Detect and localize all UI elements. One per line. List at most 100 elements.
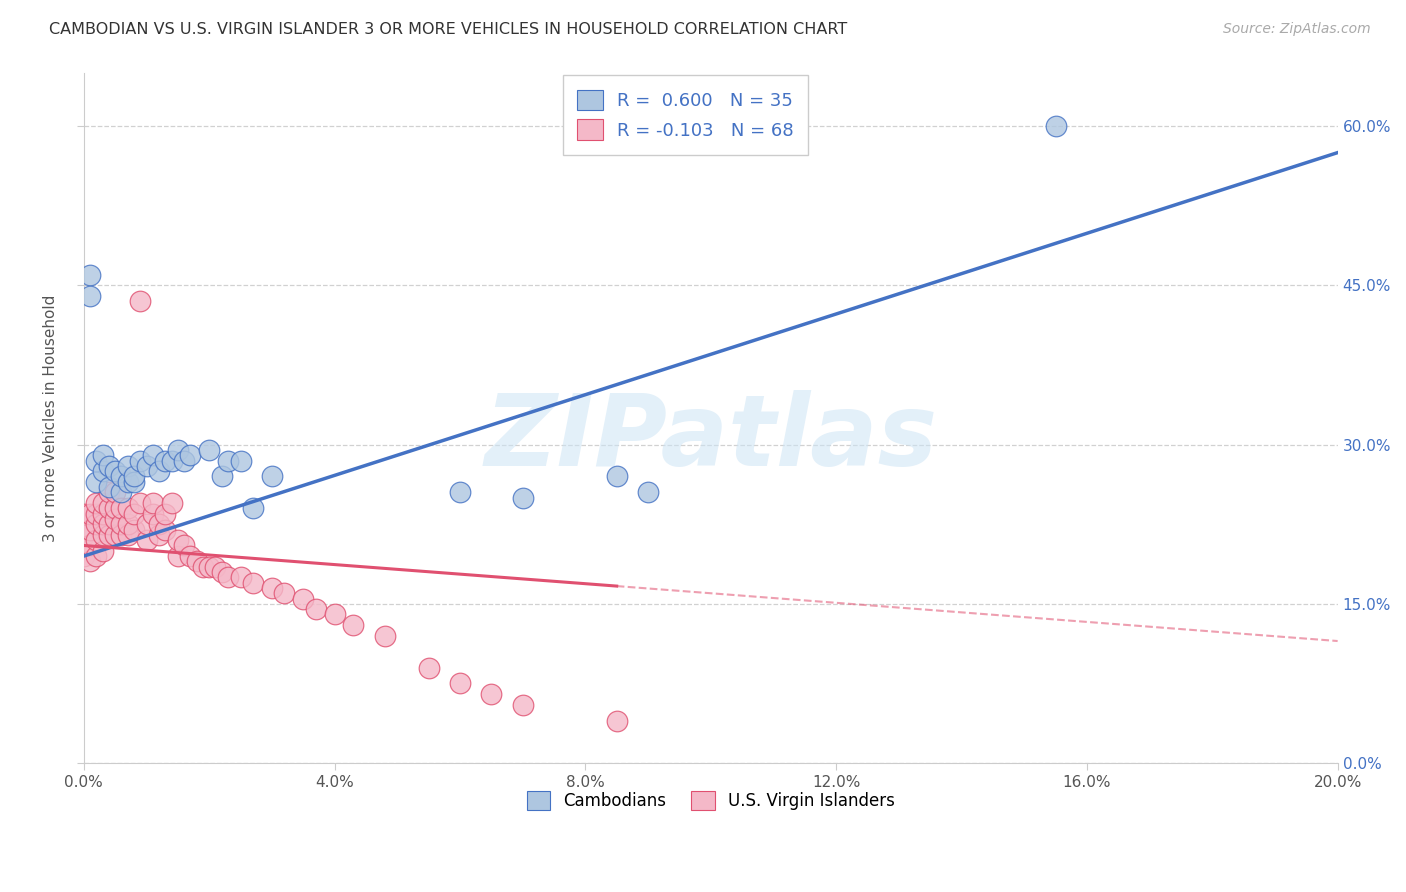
Point — [79, 539, 101, 553]
Point — [79, 554, 101, 568]
Point — [160, 453, 183, 467]
Point — [179, 549, 201, 563]
Point — [449, 485, 471, 500]
Point — [148, 464, 170, 478]
Legend: Cambodians, U.S. Virgin Islanders: Cambodians, U.S. Virgin Islanders — [513, 778, 908, 824]
Point — [73, 507, 96, 521]
Point — [79, 507, 101, 521]
Point — [479, 687, 502, 701]
Point — [173, 453, 195, 467]
Point — [198, 442, 221, 457]
Point — [129, 496, 152, 510]
Point — [374, 629, 396, 643]
Point — [512, 491, 534, 505]
Point — [179, 448, 201, 462]
Point — [97, 458, 120, 473]
Point — [110, 485, 132, 500]
Point — [122, 469, 145, 483]
Point — [117, 501, 139, 516]
Point — [155, 453, 177, 467]
Point — [292, 591, 315, 606]
Point — [91, 448, 114, 462]
Point — [104, 485, 127, 500]
Point — [242, 575, 264, 590]
Point — [110, 501, 132, 516]
Text: ZIPatlas: ZIPatlas — [484, 391, 938, 487]
Point — [166, 549, 188, 563]
Point — [129, 294, 152, 309]
Point — [117, 458, 139, 473]
Point — [135, 517, 157, 532]
Point — [97, 485, 120, 500]
Point — [104, 464, 127, 478]
Point — [606, 714, 628, 728]
Point — [242, 501, 264, 516]
Point — [79, 523, 101, 537]
Point — [91, 507, 114, 521]
Point — [86, 517, 108, 532]
Point — [135, 533, 157, 548]
Point — [148, 528, 170, 542]
Point — [166, 533, 188, 548]
Point — [155, 523, 177, 537]
Point — [97, 528, 120, 542]
Point — [104, 512, 127, 526]
Point — [418, 660, 440, 674]
Point — [117, 528, 139, 542]
Point — [79, 268, 101, 282]
Point — [191, 559, 214, 574]
Point — [148, 517, 170, 532]
Point — [135, 458, 157, 473]
Point — [97, 501, 120, 516]
Point — [142, 448, 165, 462]
Point — [449, 676, 471, 690]
Point — [260, 581, 283, 595]
Point — [155, 507, 177, 521]
Point — [86, 533, 108, 548]
Point — [104, 501, 127, 516]
Point — [73, 528, 96, 542]
Point — [122, 507, 145, 521]
Point — [512, 698, 534, 712]
Point — [204, 559, 226, 574]
Point — [342, 618, 364, 632]
Point — [217, 570, 239, 584]
Point — [91, 496, 114, 510]
Point — [606, 469, 628, 483]
Point — [97, 480, 120, 494]
Point — [211, 469, 233, 483]
Y-axis label: 3 or more Vehicles in Household: 3 or more Vehicles in Household — [44, 294, 58, 541]
Point — [91, 464, 114, 478]
Point — [110, 528, 132, 542]
Point — [86, 549, 108, 563]
Point — [229, 453, 252, 467]
Point — [173, 539, 195, 553]
Text: CAMBODIAN VS U.S. VIRGIN ISLANDER 3 OR MORE VEHICLES IN HOUSEHOLD CORRELATION CH: CAMBODIAN VS U.S. VIRGIN ISLANDER 3 OR M… — [49, 22, 848, 37]
Point — [110, 469, 132, 483]
Point — [637, 485, 659, 500]
Point — [117, 475, 139, 489]
Point — [86, 453, 108, 467]
Point — [229, 570, 252, 584]
Point — [122, 523, 145, 537]
Point — [86, 507, 108, 521]
Point — [91, 528, 114, 542]
Point — [122, 475, 145, 489]
Point — [323, 607, 346, 622]
Point — [117, 517, 139, 532]
Point — [110, 517, 132, 532]
Point — [160, 496, 183, 510]
Point — [91, 517, 114, 532]
Text: Source: ZipAtlas.com: Source: ZipAtlas.com — [1223, 22, 1371, 37]
Point — [79, 289, 101, 303]
Point — [211, 565, 233, 579]
Point — [142, 507, 165, 521]
Point — [86, 475, 108, 489]
Point — [273, 586, 295, 600]
Point — [186, 554, 208, 568]
Point — [1045, 119, 1067, 133]
Point — [73, 549, 96, 563]
Point — [217, 453, 239, 467]
Point — [129, 453, 152, 467]
Point — [198, 559, 221, 574]
